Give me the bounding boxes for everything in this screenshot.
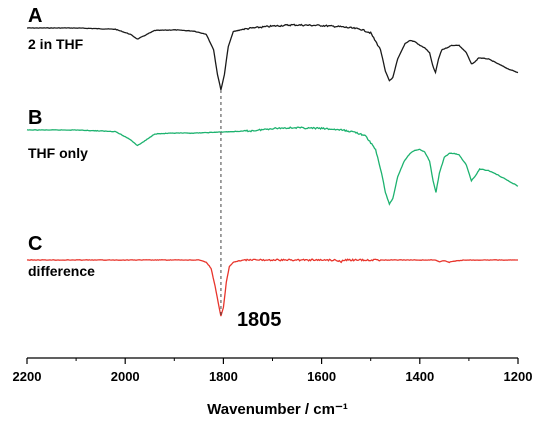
series-label-c: difference (28, 263, 95, 279)
panel-letter-b: B (28, 107, 42, 129)
x-tick-label: 1600 (307, 369, 336, 384)
x-tick-label: 1400 (405, 369, 434, 384)
series-line-c (26, 258, 518, 317)
series-line-a (27, 23, 519, 91)
panel-b: B THF only (26, 107, 519, 206)
panel-a: A 2 in THF (27, 5, 519, 91)
x-tick-label: 1800 (209, 369, 238, 384)
panel-letter-a: A (28, 5, 42, 27)
series-label-a: 2 in THF (28, 36, 84, 52)
series-line-b (26, 126, 519, 206)
peak-annotation-1805: 1805 (237, 309, 282, 331)
series-label-b: THF only (28, 145, 88, 161)
x-tick-label: 2000 (111, 369, 140, 384)
x-tick-label: 1200 (504, 369, 533, 384)
x-axis-ticks: 2200 2000 1800 1600 1400 1200 (13, 358, 533, 384)
x-tick-label: 2200 (13, 369, 42, 384)
x-axis-title: Wavenumber / cm⁻¹ (207, 401, 348, 418)
panel-letter-c: C (28, 233, 42, 255)
